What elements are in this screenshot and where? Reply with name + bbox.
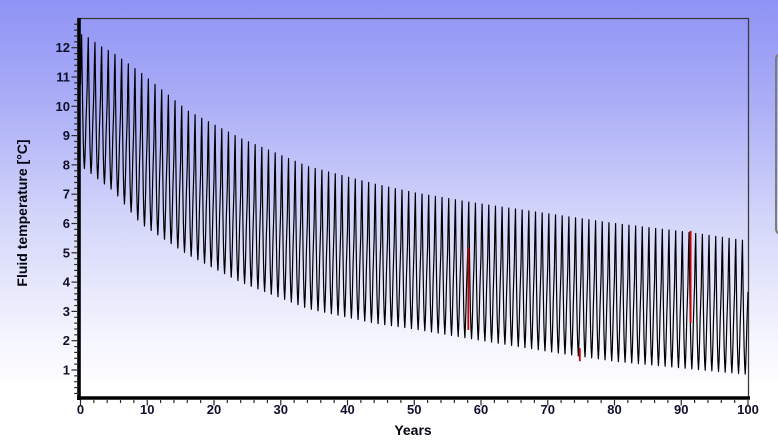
y-tick-label: 11	[56, 70, 70, 85]
y-tick-label: 6	[63, 216, 70, 231]
y-tick-label: 2	[63, 333, 70, 348]
x-tick-label: 100	[737, 402, 759, 417]
y-tick-label: 5	[63, 245, 70, 260]
x-tick-label: 40	[340, 402, 354, 417]
fluid-temperature-series	[79, 34, 749, 375]
x-tick-label: 50	[407, 402, 421, 417]
x-tick-label: 70	[541, 402, 555, 417]
y-tick-label: 7	[63, 187, 70, 202]
y-tick-label: 12	[56, 40, 70, 55]
y-tick-label: 10	[56, 99, 70, 114]
x-tick-label: 20	[207, 402, 221, 417]
y-tick-label: 1	[63, 363, 70, 378]
x-axis-title: Years	[394, 422, 432, 438]
x-tick-label: 0	[77, 402, 84, 417]
x-tick-label: 30	[274, 402, 288, 417]
x-tick-label: 10	[140, 402, 154, 417]
y-tick-label: 9	[63, 128, 70, 143]
x-tick-label: 60	[474, 402, 488, 417]
y-tick-label: 3	[63, 304, 70, 319]
y-axis-title: Fluid temperature [°C]	[14, 139, 30, 287]
y-tick-label: 4	[63, 275, 71, 290]
y-tick-label: 8	[63, 157, 70, 172]
x-tick-label: 90	[674, 402, 688, 417]
x-tick-label: 80	[607, 402, 621, 417]
